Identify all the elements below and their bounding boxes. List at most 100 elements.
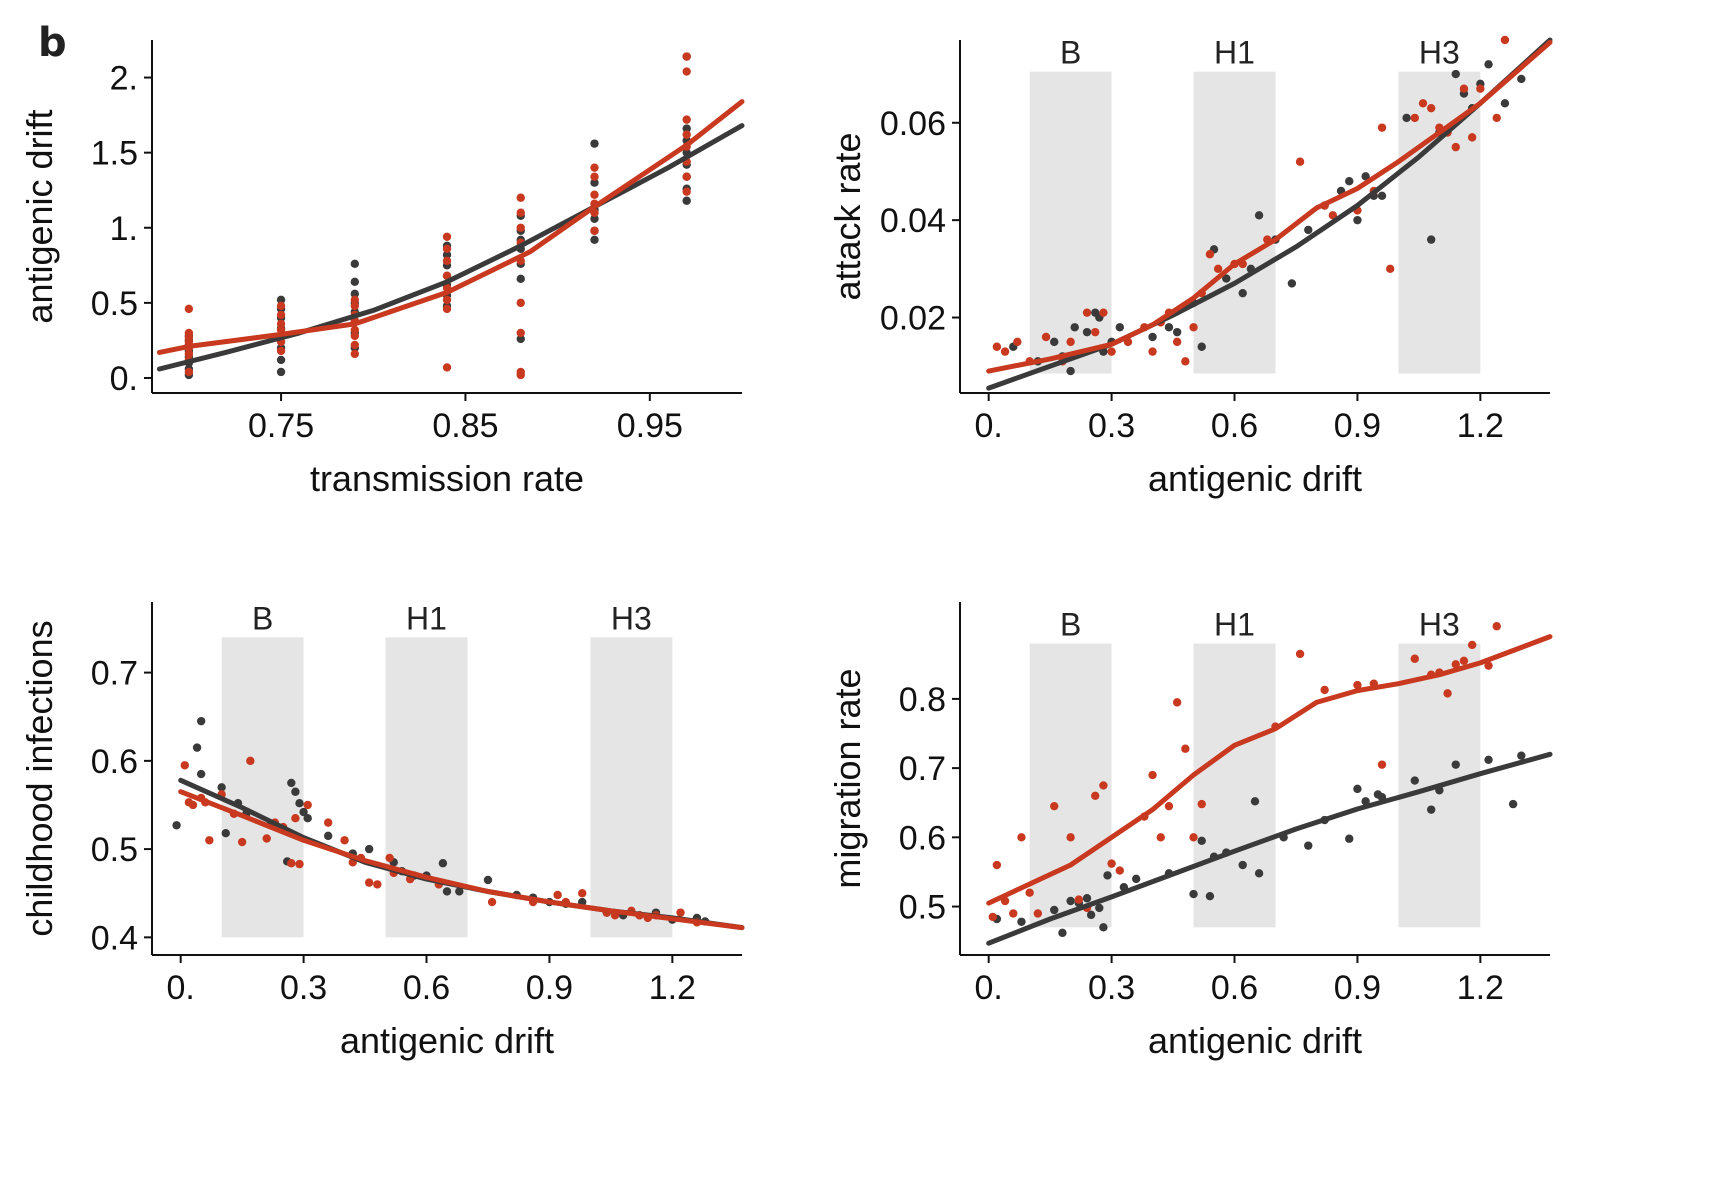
point-dark-24 — [1304, 225, 1313, 235]
point-dark-21 — [1254, 869, 1264, 878]
plot-area — [172, 716, 745, 931]
point-red-34 — [516, 298, 525, 308]
point-red-13 — [1148, 347, 1157, 356]
x-axis-title: antigenic drift — [340, 1020, 554, 1061]
point-red-7 — [1050, 801, 1059, 811]
point-red-0 — [992, 342, 1002, 351]
band-label-h3: H3 — [1419, 607, 1460, 643]
band-label-b: B — [1060, 607, 1081, 643]
point-red-20 — [1205, 250, 1215, 259]
point-dark-2 — [1050, 337, 1059, 347]
fit-line-dark — [156, 123, 745, 372]
fit-line-red — [986, 634, 1553, 906]
band-h3 — [1398, 71, 1481, 374]
point-red-17 — [350, 331, 360, 341]
point-red-22 — [1197, 799, 1206, 809]
point-red-39 — [1467, 133, 1477, 142]
x-tick-label: 0.9 — [526, 969, 573, 1007]
point-red-11 — [1091, 791, 1100, 801]
band-label-h1: H1 — [1214, 35, 1255, 71]
point-red-18 — [1164, 801, 1174, 811]
point-red-27 — [487, 897, 497, 907]
y-tick-label: 0.02 — [880, 300, 946, 338]
point-dark-3 — [1058, 928, 1067, 938]
point-red-0 — [184, 367, 194, 377]
point-dark-27 — [1345, 177, 1354, 186]
point-red-5 — [205, 836, 214, 845]
plot-area — [986, 622, 1553, 946]
fit-line-red — [156, 99, 745, 355]
point-red-2 — [188, 800, 198, 810]
point-red-25 — [1295, 157, 1305, 166]
point-red-29 — [442, 244, 452, 253]
x-tick-label: 0.6 — [1211, 969, 1258, 1007]
point-dark-50 — [682, 124, 691, 133]
point-red-13 — [1107, 859, 1116, 868]
x-tick-label: 0.9 — [1334, 407, 1381, 445]
band-b — [1029, 71, 1112, 374]
point-red-32 — [516, 367, 525, 377]
point-red-15 — [295, 859, 304, 869]
point-red-52 — [682, 67, 691, 76]
point-red-24 — [1295, 649, 1305, 659]
point-dark-29 — [1361, 172, 1370, 181]
point-red-44 — [590, 172, 599, 181]
fit-line-red — [986, 39, 1553, 374]
point-red-23 — [442, 363, 452, 372]
point-red-37 — [516, 223, 525, 232]
point-red-17 — [323, 818, 333, 827]
point-red-9 — [246, 756, 255, 766]
point-dark-8 — [1095, 903, 1104, 913]
point-dark-26 — [1353, 784, 1362, 794]
point-dark-12 — [295, 799, 304, 808]
point-red-18 — [340, 836, 349, 845]
band-h1 — [385, 637, 468, 938]
point-red-41 — [1492, 113, 1501, 123]
y-tick-label: 0.5 — [91, 285, 138, 323]
x-tick-label: 0.85 — [432, 407, 498, 445]
x-tick-label: 0.75 — [248, 407, 314, 445]
point-dark-1 — [1017, 917, 1026, 926]
band-h1 — [1193, 643, 1276, 928]
point-red-34 — [1459, 656, 1469, 666]
point-red-7 — [1082, 308, 1092, 317]
point-red-50 — [682, 130, 691, 139]
point-red-10 — [1107, 347, 1116, 356]
point-red-9 — [1074, 895, 1084, 904]
point-dark-19 — [1238, 288, 1247, 298]
point-red-21 — [364, 878, 374, 887]
point-red-2 — [184, 349, 194, 359]
point-dark-32 — [516, 274, 525, 284]
point-red-19 — [1172, 698, 1182, 707]
x-tick-label: 0. — [975, 407, 1003, 445]
panel-antigenic-drift-vs-transmission-rate: 0.75 0.85 0.95 0. 0.5 1. 1.5 2. transmission rat… — [19, 40, 745, 499]
x-axis-title: antigenic drift — [1148, 1020, 1362, 1061]
point-red-30 — [1377, 123, 1387, 132]
point-red-21 — [350, 301, 360, 311]
point-dark-13 — [1164, 323, 1174, 332]
point-red-45 — [590, 163, 599, 172]
y-tick-label: 0.5 — [899, 889, 946, 927]
point-red-17 — [1181, 357, 1190, 366]
point-red-32 — [1410, 113, 1419, 123]
point-dark-40 — [1500, 99, 1510, 108]
band-b — [221, 637, 304, 938]
point-red-1 — [992, 860, 1002, 870]
x-tick-label: 0.95 — [617, 407, 683, 445]
y-tick-label: 0.04 — [880, 202, 946, 240]
band-label-h3: H3 — [611, 600, 652, 636]
point-red-5 — [1025, 888, 1034, 897]
band-label-h1: H1 — [406, 600, 447, 636]
point-red-20 — [1181, 744, 1190, 753]
point-red-46 — [682, 187, 691, 196]
point-dark-36 — [1517, 751, 1526, 760]
point-red-43 — [590, 190, 599, 199]
point-red-40 — [590, 226, 599, 235]
y-tick-label: 0.6 — [91, 743, 138, 781]
point-red-28 — [1377, 760, 1387, 769]
point-red-6 — [1033, 909, 1043, 918]
point-red-12 — [276, 319, 286, 329]
point-red-2 — [1013, 337, 1022, 347]
point-red-28 — [442, 256, 452, 266]
point-dark-38 — [590, 235, 599, 244]
